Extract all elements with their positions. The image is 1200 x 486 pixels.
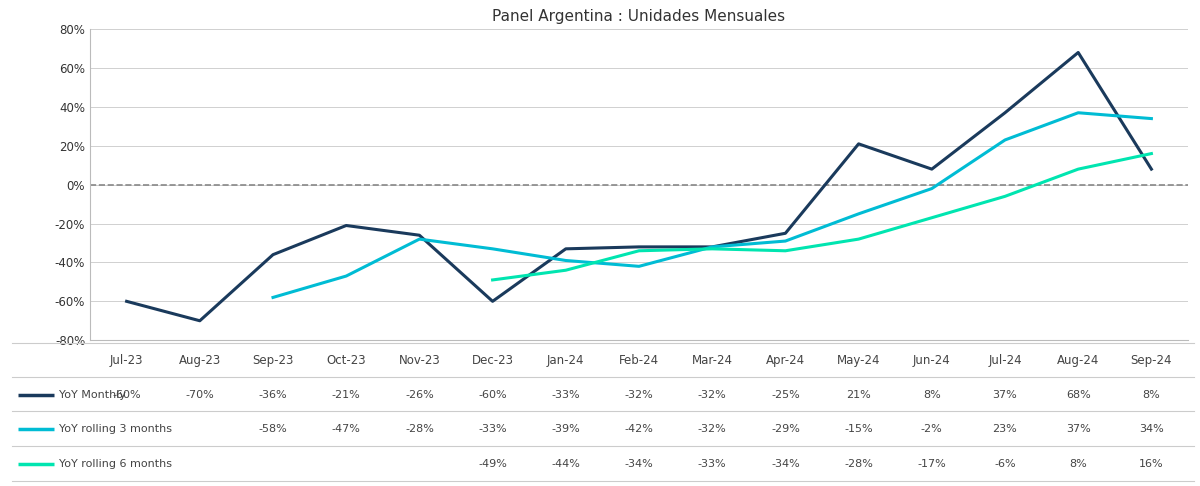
Text: YoY rolling 6 months: YoY rolling 6 months — [59, 459, 172, 469]
Text: Apr-24: Apr-24 — [766, 354, 805, 367]
Text: 8%: 8% — [923, 390, 941, 399]
Text: Aug-23: Aug-23 — [179, 354, 221, 367]
Text: -34%: -34% — [772, 459, 799, 469]
Text: -39%: -39% — [552, 424, 580, 434]
Text: -47%: -47% — [331, 424, 361, 434]
Text: 8%: 8% — [1142, 390, 1160, 399]
Text: -21%: -21% — [332, 390, 360, 399]
Text: -17%: -17% — [918, 459, 946, 469]
Text: -42%: -42% — [624, 424, 654, 434]
Text: Nov-23: Nov-23 — [398, 354, 440, 367]
Text: Dec-23: Dec-23 — [472, 354, 514, 367]
Text: Aug-24: Aug-24 — [1057, 354, 1099, 367]
Text: -28%: -28% — [844, 459, 874, 469]
Text: Jul-23: Jul-23 — [110, 354, 143, 367]
Text: Oct-23: Oct-23 — [326, 354, 366, 367]
Text: -28%: -28% — [404, 424, 434, 434]
Text: May-24: May-24 — [836, 354, 881, 367]
Text: 8%: 8% — [1069, 459, 1087, 469]
Text: Jan-24: Jan-24 — [547, 354, 584, 367]
Text: 68%: 68% — [1066, 390, 1091, 399]
Text: -60%: -60% — [113, 390, 140, 399]
Text: Sep-24: Sep-24 — [1130, 354, 1172, 367]
Text: Feb-24: Feb-24 — [619, 354, 659, 367]
Text: 23%: 23% — [992, 424, 1018, 434]
Text: -29%: -29% — [770, 424, 800, 434]
Text: -44%: -44% — [551, 459, 581, 469]
Text: Jun-24: Jun-24 — [913, 354, 950, 367]
Text: -34%: -34% — [625, 459, 653, 469]
Text: -32%: -32% — [698, 390, 726, 399]
Title: Panel Argentina : Unidades Mensuales: Panel Argentina : Unidades Mensuales — [492, 9, 786, 24]
Text: -2%: -2% — [920, 424, 943, 434]
Text: -6%: -6% — [994, 459, 1016, 469]
Text: -25%: -25% — [772, 390, 799, 399]
Text: -49%: -49% — [478, 459, 508, 469]
Text: -33%: -33% — [552, 390, 580, 399]
Text: -32%: -32% — [625, 390, 653, 399]
Text: 37%: 37% — [1066, 424, 1091, 434]
Text: 16%: 16% — [1139, 459, 1164, 469]
Text: -60%: -60% — [479, 390, 506, 399]
Text: Mar-24: Mar-24 — [691, 354, 733, 367]
Text: 34%: 34% — [1139, 424, 1164, 434]
Text: -58%: -58% — [259, 424, 287, 434]
Text: -33%: -33% — [698, 459, 726, 469]
Text: -26%: -26% — [406, 390, 433, 399]
Text: Jul-24: Jul-24 — [988, 354, 1022, 367]
Text: -33%: -33% — [479, 424, 506, 434]
Text: -32%: -32% — [698, 424, 726, 434]
Text: -36%: -36% — [259, 390, 287, 399]
Text: -70%: -70% — [186, 390, 214, 399]
Text: YoY Monthly: YoY Monthly — [59, 390, 126, 399]
Text: -15%: -15% — [845, 424, 872, 434]
Text: 37%: 37% — [992, 390, 1018, 399]
Text: YoY rolling 3 months: YoY rolling 3 months — [59, 424, 172, 434]
Text: 21%: 21% — [846, 390, 871, 399]
Text: Sep-23: Sep-23 — [252, 354, 294, 367]
